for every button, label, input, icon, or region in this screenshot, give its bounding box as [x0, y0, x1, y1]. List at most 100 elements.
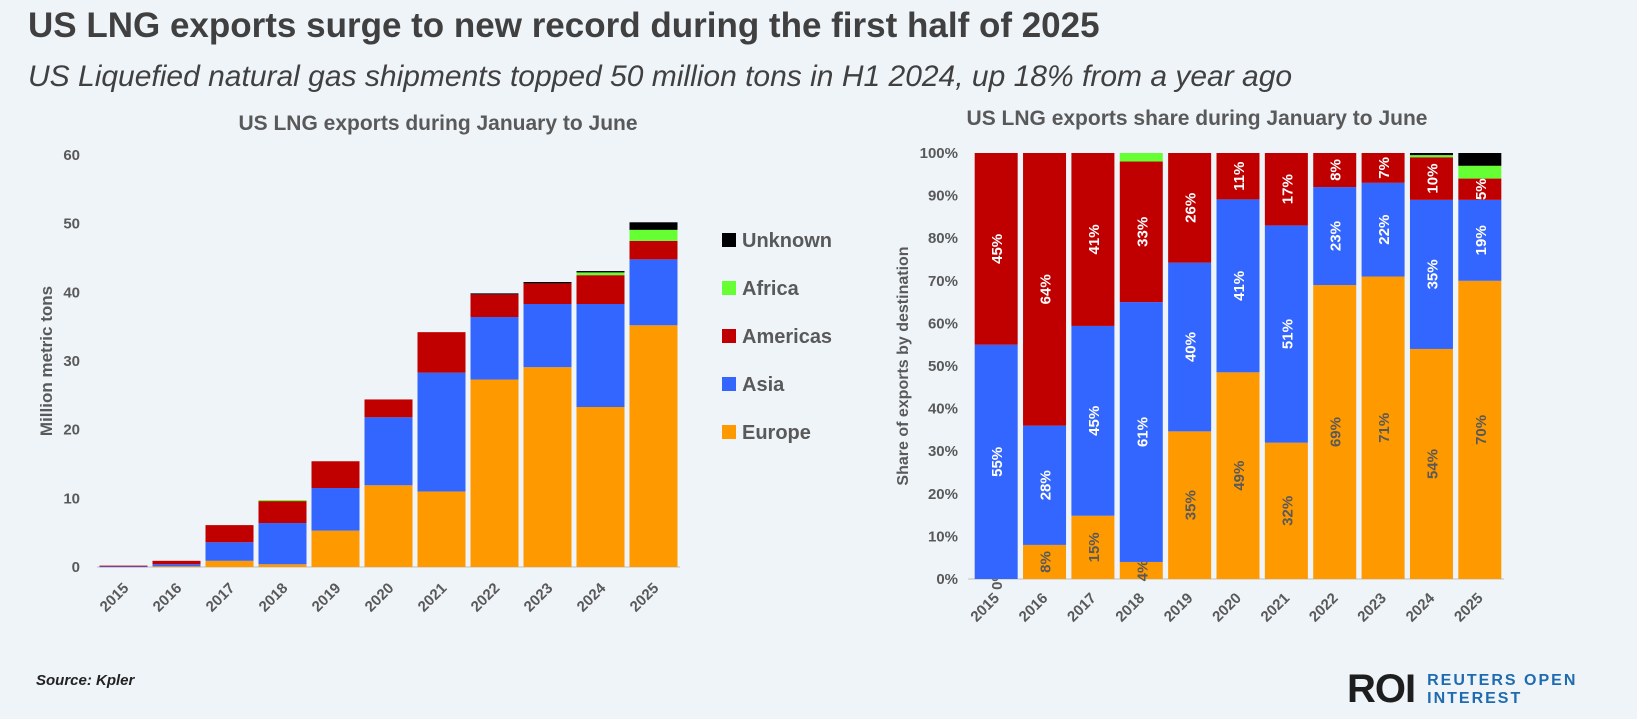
bar-segment-asia-2024	[1409, 199, 1453, 349]
x-tick-label: 2020	[362, 580, 398, 616]
bar-segment-americas-2022	[470, 294, 519, 318]
data-label-asia-2016: 28%	[1038, 470, 1055, 500]
y-tick-label: 50%	[928, 358, 958, 375]
data-label-americas-2023: 7%	[1376, 157, 1393, 179]
bar-segment-americas-2024	[576, 275, 625, 305]
y-tick-label: 0%	[936, 571, 958, 588]
x-tick-label: 2024	[1403, 589, 1439, 625]
bar-segment-asia-2022	[1313, 187, 1357, 286]
bar-segment-americas-2024	[1409, 157, 1453, 200]
chart-title: US LNG exports share during January to J…	[967, 107, 1428, 130]
bar-segment-asia-2016	[1023, 425, 1067, 545]
bar-segment-americas-2022	[1313, 153, 1357, 188]
y-tick-label: 70%	[928, 273, 958, 290]
y-tick-label: 60	[63, 147, 80, 164]
data-label-americas-2019: 26%	[1183, 193, 1200, 223]
bar-segment-americas-2015	[974, 153, 1018, 345]
x-tick-label: 2016	[1016, 590, 1052, 626]
y-tick-label: 100%	[920, 145, 958, 162]
bar-segment-americas-2020	[364, 399, 413, 418]
bar-segment-europe-2024	[1409, 348, 1453, 579]
bar-segment-europe-2017	[1071, 515, 1115, 579]
bar-segment-europe-2019	[1168, 431, 1212, 579]
data-label-americas-2016: 64%	[1038, 274, 1055, 304]
data-label-asia-2025: 19%	[1473, 225, 1490, 255]
bar-segment-africa-2024	[576, 272, 625, 276]
bar-segment-asia-2025	[629, 259, 678, 326]
data-label-europe-2021: 32%	[1279, 496, 1296, 526]
data-label-asia-2015: 55%	[989, 447, 1006, 477]
bar-segment-americas-2018	[1119, 161, 1163, 303]
bar-segment-unknown-2022	[470, 293, 519, 295]
data-label-americas-2018: 33%	[1134, 217, 1151, 247]
bar-segment-asia-2023	[1361, 182, 1405, 277]
bar-segment-europe-2025	[1458, 280, 1502, 579]
bar-segment-europe-2021	[417, 491, 466, 567]
legend-swatch-unknown	[722, 233, 736, 247]
bar-segment-europe-2016	[152, 566, 201, 568]
data-label-americas-2021: 17%	[1279, 174, 1296, 204]
y-axis-label: Share of exports by destination	[895, 246, 912, 485]
data-label-europe-2019: 35%	[1183, 490, 1200, 520]
bar-segment-asia-2025	[1458, 199, 1502, 281]
bar-segment-europe-2018	[258, 564, 307, 567]
data-label-americas-2015: 45%	[989, 234, 1006, 264]
legend-label-americas: Americas	[742, 326, 832, 348]
x-tick-label: 2023	[521, 580, 557, 616]
bar-segment-americas-2019	[311, 461, 360, 489]
bar-segment-europe-2022	[470, 379, 519, 567]
legend-label-africa: Africa	[742, 278, 800, 300]
legend-swatch-africa	[722, 281, 736, 295]
y-tick-label: 30%	[928, 443, 958, 460]
data-label-europe-2017: 15%	[1086, 532, 1103, 562]
bar-segment-asia-2019	[311, 488, 360, 531]
bar-segment-americas-2017	[1071, 153, 1115, 326]
exports-volume-chart: US LNG exports during January to June Mil…	[37, 112, 832, 616]
legend-label-unknown: Unknown	[742, 230, 832, 252]
bar-segment-americas-2015	[99, 565, 148, 567]
bar-segment-europe-2018	[1119, 561, 1163, 579]
data-label-americas-2022: 8%	[1328, 159, 1345, 181]
bar-segment-unknown-2025	[629, 222, 678, 230]
bar-segment-africa-2024	[1409, 155, 1453, 158]
bar-segment-asia-2020	[364, 417, 413, 486]
data-label-asia-2024: 35%	[1424, 259, 1441, 289]
bar-segment-asia-2019	[1168, 262, 1212, 432]
y-tick-label: 10	[63, 490, 80, 507]
data-label-europe-2022: 69%	[1328, 417, 1345, 447]
bar-segment-asia-2022	[470, 317, 519, 380]
bar-segment-americas-2019	[1168, 153, 1212, 263]
bar-segment-africa-2018	[1119, 153, 1163, 162]
y-tick-label: 20%	[928, 486, 958, 503]
bar-segment-unknown-2024	[1409, 153, 1453, 156]
bar-segment-asia-2024	[576, 304, 625, 408]
roi-logo: ROI REUTERS OPEN INTEREST	[1347, 667, 1577, 712]
data-label-americas-2020: 11%	[1231, 162, 1248, 191]
x-tick-label: 2022	[1306, 590, 1342, 626]
subtitle: US Liquefied natural gas shipments toppe…	[28, 60, 1293, 93]
x-tick-label: 2015	[967, 590, 1003, 626]
data-label-asia-2019: 40%	[1183, 332, 1200, 362]
data-label-asia-2017: 45%	[1086, 406, 1103, 436]
bar-segment-americas-2023	[1361, 153, 1405, 183]
bar-segment-europe-2017	[205, 560, 254, 567]
legend-swatch-asia	[722, 377, 736, 391]
bar-segment-americas-2018	[258, 501, 307, 524]
bar-segment-europe-2020	[1216, 372, 1260, 579]
x-tick-label: 2024	[574, 579, 610, 615]
bar-segment-americas-2020	[1216, 153, 1260, 200]
legend-label-europe: Europe	[742, 422, 811, 444]
bar-segment-americas-2016	[152, 560, 201, 565]
bar-segment-africa-2025	[1458, 165, 1502, 179]
data-label-asia-2023: 22%	[1376, 215, 1393, 245]
x-tick-label: 2021	[415, 580, 451, 616]
data-label-americas-2017: 41%	[1086, 224, 1103, 254]
bar-segment-unknown-2024	[576, 271, 625, 273]
x-tick-label: 2016	[150, 580, 186, 616]
y-tick-label: 40	[63, 284, 80, 301]
data-label-asia-2020: 41%	[1231, 271, 1248, 301]
bar-segment-americas-2017	[205, 525, 254, 543]
bar-segment-europe-2019	[311, 530, 360, 567]
bar-segment-asia-2021	[417, 372, 466, 492]
bar-segment-americas-2021	[417, 332, 466, 373]
